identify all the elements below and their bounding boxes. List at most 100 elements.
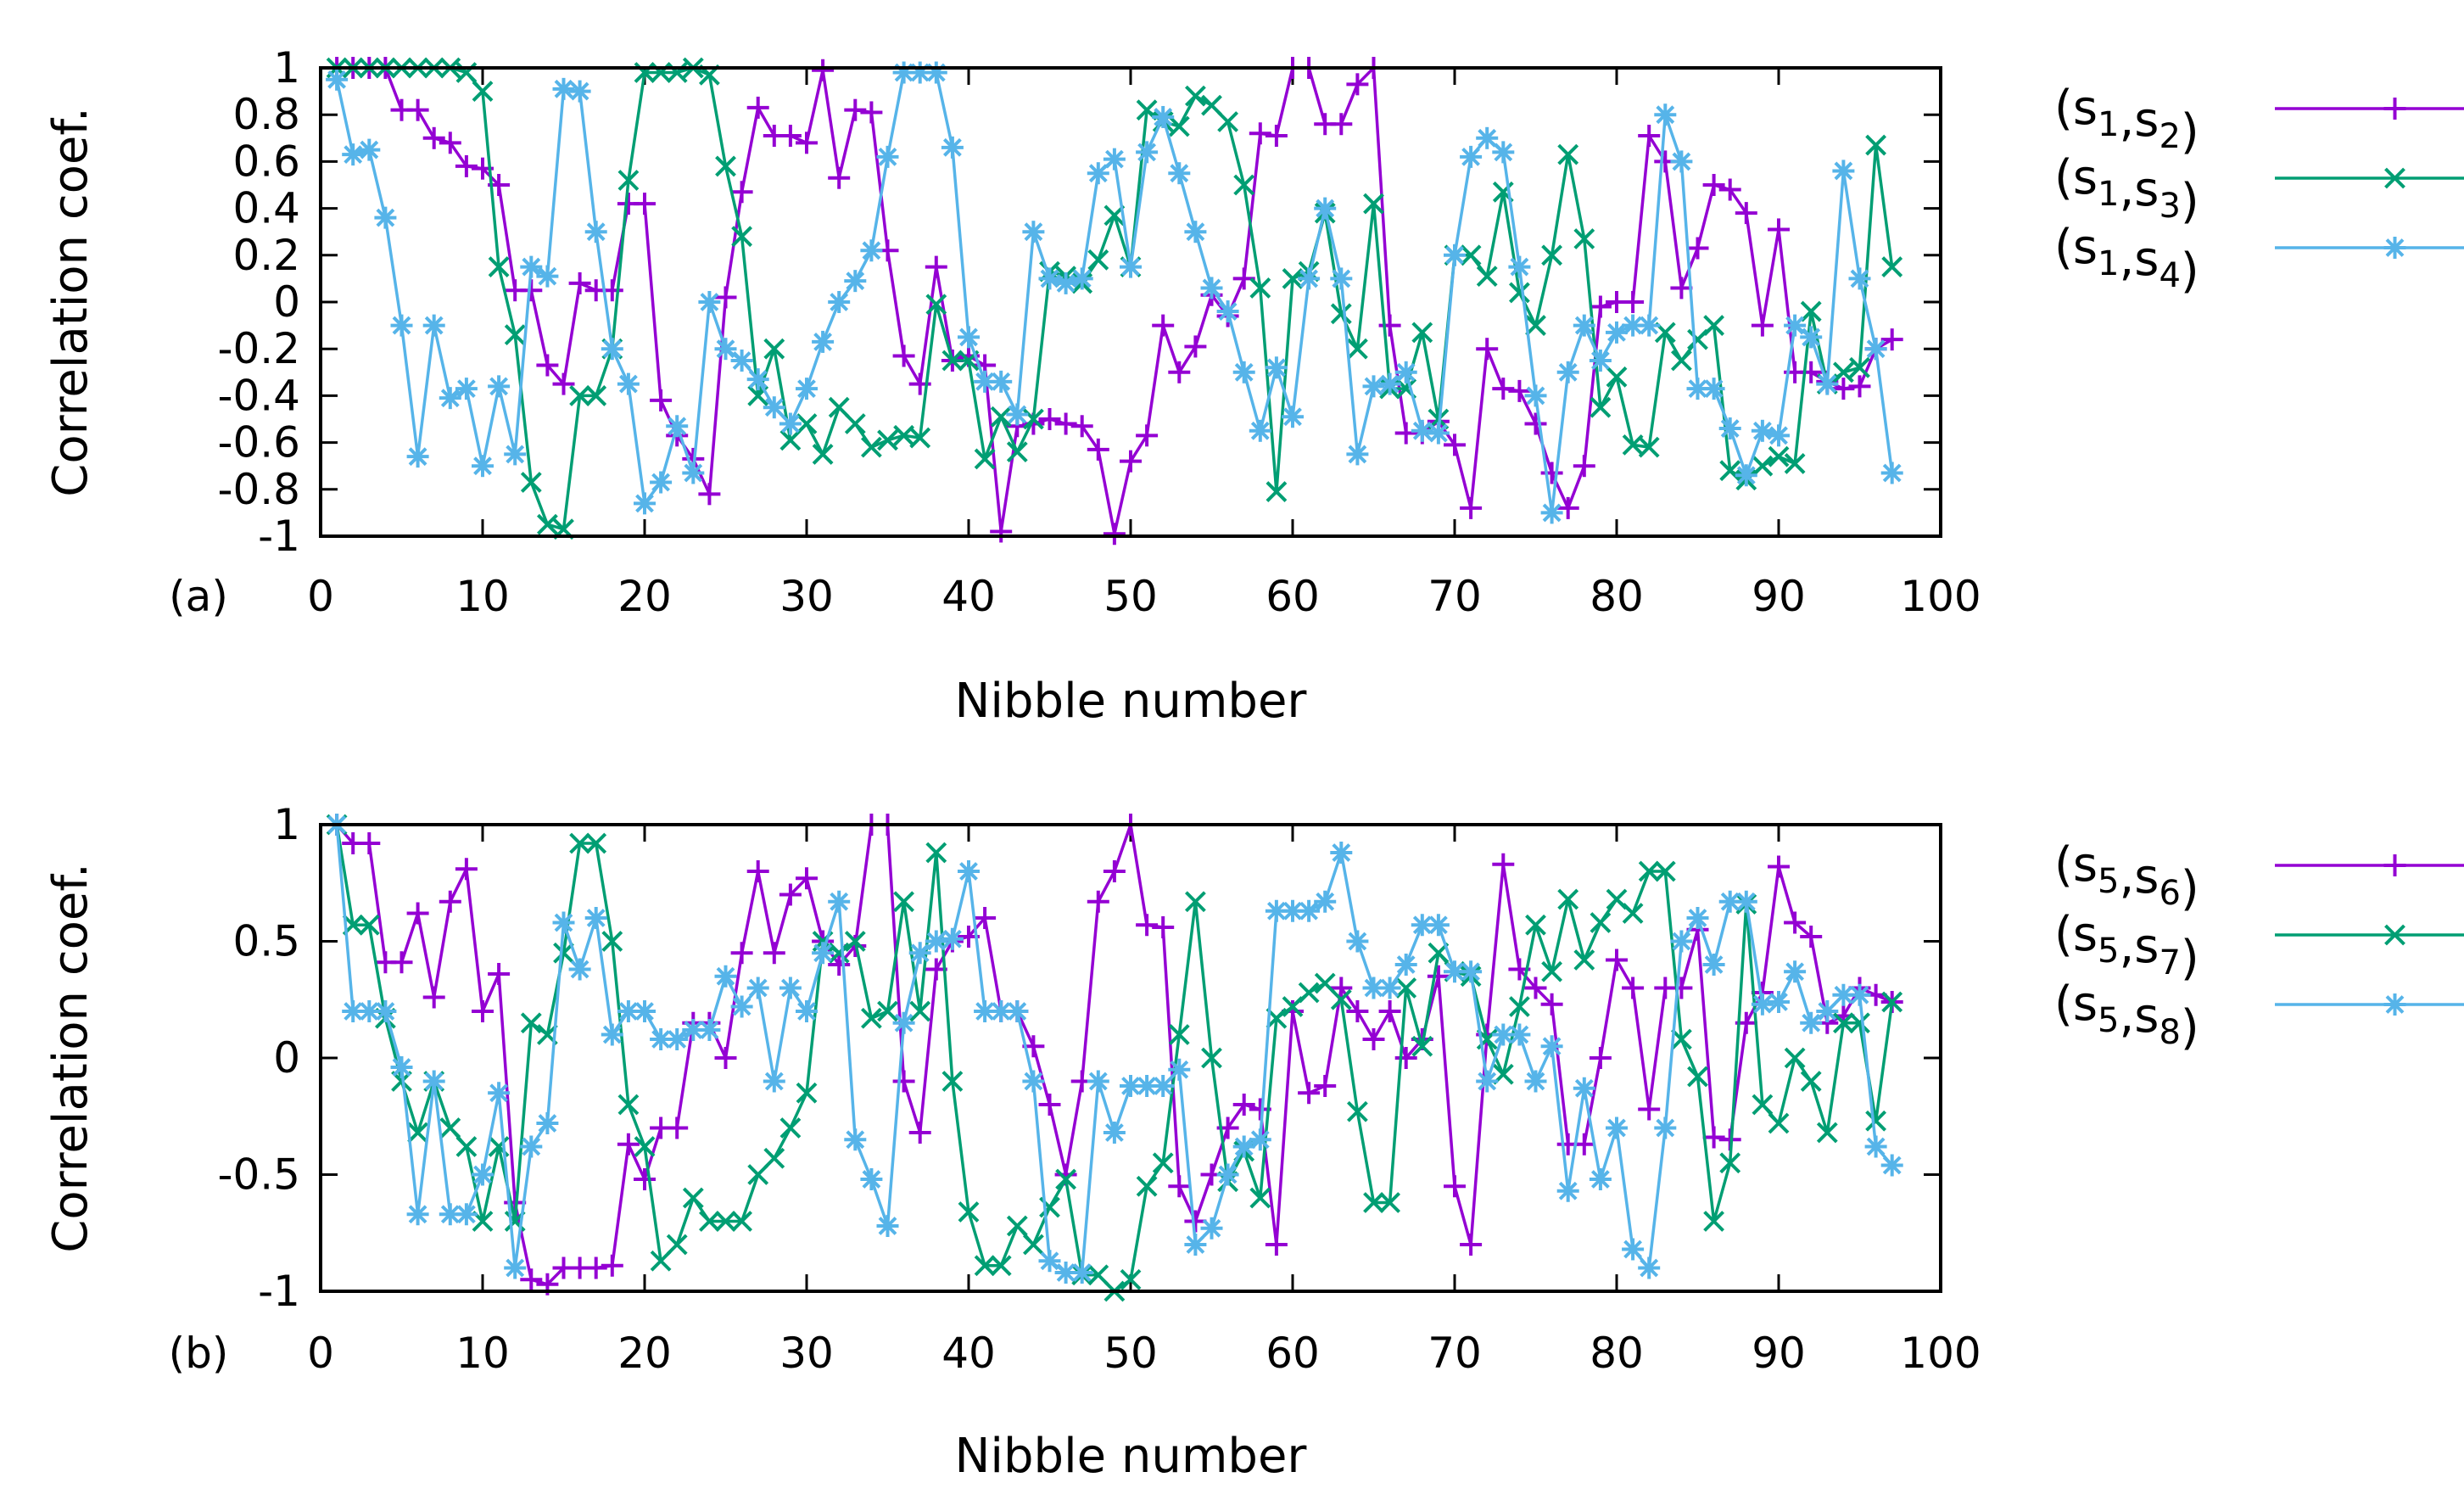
y-tick-label: 1 [273,43,300,92]
data-point [1070,1262,1093,1284]
data-point [746,368,769,391]
data-point [1249,122,1271,145]
data-point [1006,403,1029,426]
x-tick-label: 30 [779,1329,834,1378]
data-point [1265,356,1288,379]
data-point [682,1019,705,1041]
data-point [1881,991,1903,1013]
legend-label: (s1,s2) [2054,81,2199,159]
data-point [374,206,397,229]
data-point [1573,228,1595,249]
data-point [1378,1000,1401,1022]
data-point [828,291,851,313]
data-point [1638,1098,1661,1121]
data-point [1702,378,1725,400]
data-point [1702,954,1725,976]
data-point [488,256,510,278]
legend-entry: (s1,s3) [2054,150,2464,229]
data-point [1557,888,1579,910]
series-s5s7 [326,814,1903,1302]
x-tick-label: 50 [1103,572,1158,621]
data-point [1330,988,1352,1010]
data-point [584,907,607,929]
data-point [553,942,574,964]
data-point [1654,1116,1677,1139]
data-point [1216,300,1239,323]
data-point [1022,1070,1045,1093]
data-point [1314,890,1337,913]
data-point [1670,277,1693,299]
data-point [1266,481,1288,502]
data-point [1346,443,1369,466]
data-point [844,270,867,293]
x-tick-label: 40 [941,572,996,621]
data-point [715,1211,736,1232]
data-point [1654,104,1677,126]
data-point [1460,145,1483,168]
data-point [536,265,559,288]
data-point [1768,1112,1790,1134]
data-point [893,891,915,913]
data-point [763,338,785,360]
y-tick-label: 0.2 [232,231,300,280]
data-point [1540,1035,1563,1058]
data-point [1638,860,1660,882]
data-point [730,350,753,372]
data-point [504,443,527,466]
data-point [1168,1175,1191,1198]
data-point [634,492,656,515]
data-point [925,294,947,316]
data-point [682,462,705,484]
data-point [1735,202,1757,225]
data-point [990,370,1013,393]
data-point [1152,105,1175,128]
data-point [1378,314,1401,337]
data-point [1718,178,1741,201]
data-point [1460,496,1483,519]
data-point [925,61,947,84]
data-point [1589,1168,1612,1190]
data-point [617,1094,640,1116]
data-point [730,181,753,204]
data-point [1556,361,1579,383]
data-point [617,170,640,191]
y-tick-label: -1 [258,1267,300,1316]
data-point [844,98,867,121]
x-tick-label: 0 [307,572,334,621]
data-point [925,842,947,864]
data-point [860,239,883,262]
data-point [796,1082,818,1104]
data-point [1038,408,1061,430]
data-point [472,1000,494,1022]
data-point [326,68,349,91]
data-point [1427,914,1450,937]
data-point [974,1000,997,1022]
data-point [1702,174,1725,196]
data-point [925,930,947,953]
data-point [1444,434,1466,456]
data-point [1832,983,1855,1006]
series-s1s4 [326,61,1903,524]
data-point [1880,1154,1903,1177]
data-point [1168,1024,1190,1045]
data-point [1184,221,1207,243]
data-point [1832,378,1855,400]
legend-label: (s5,s7) [2054,907,2199,986]
data-point [1508,282,1530,304]
data-point [763,1070,785,1093]
data-point [504,1256,527,1279]
data-point [536,354,559,377]
data-point [1265,125,1288,148]
data-point [990,1000,1013,1022]
x-tick-label: 90 [1752,572,1806,621]
data-point [1460,960,1483,983]
data-point [634,193,656,215]
data-point [1880,462,1903,484]
data-point [1735,890,1757,913]
data-point [650,389,673,411]
data-point [1201,94,1222,116]
x-tick-label: 10 [455,1329,510,1378]
data-point [342,1000,365,1022]
data-point [1152,916,1175,938]
data-point [844,1128,867,1151]
